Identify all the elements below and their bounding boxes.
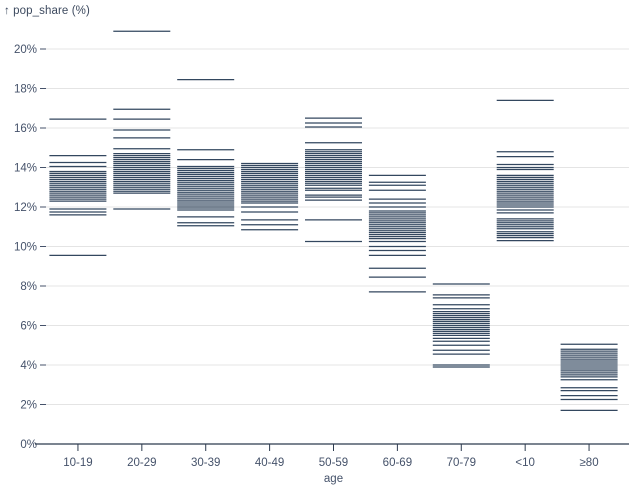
x-tick-label: 70-79 [447, 457, 476, 469]
x-tick-label: 30-39 [191, 457, 220, 469]
x-tick-label: ≥80 [580, 457, 599, 469]
x-tick-label: <10 [515, 457, 535, 469]
y-tick-label: 20% [14, 44, 37, 56]
x-tick-label: 20-29 [127, 457, 156, 469]
tick-group-60-69 [368, 174, 426, 293]
y-tick-label: 4% [20, 360, 37, 372]
y-tick-label: 18% [14, 84, 37, 96]
tick-group-50-59 [305, 117, 362, 243]
y-tick-label: 14% [14, 163, 37, 175]
x-tick-label: 60-69 [383, 457, 412, 469]
y-tick-label: 0% [20, 439, 37, 451]
y-tick-label: 2% [20, 400, 37, 412]
y-tick-label: 16% [14, 123, 37, 135]
tick-group-20-29 [113, 30, 171, 210]
tick-group-≥80 [560, 343, 618, 412]
y-tick-label: 10% [14, 242, 37, 254]
y-axis-title: ↑ pop_share (%) [4, 5, 90, 17]
tick-group-<10 [496, 99, 554, 242]
x-tick-label: 50-59 [319, 457, 348, 469]
y-tick-label: 8% [20, 281, 37, 293]
x-tick-label: 10-19 [63, 457, 92, 469]
y-tick-label: 12% [14, 202, 37, 214]
x-tick-label: 40-49 [255, 457, 284, 469]
x-axis-title: age [324, 473, 343, 485]
tick-group-10-19 [49, 118, 107, 257]
y-tick-label: 6% [20, 321, 37, 333]
tick-group-40-49 [241, 162, 299, 231]
tick-group-70-79 [432, 283, 490, 368]
tick-group-30-39 [177, 78, 235, 227]
